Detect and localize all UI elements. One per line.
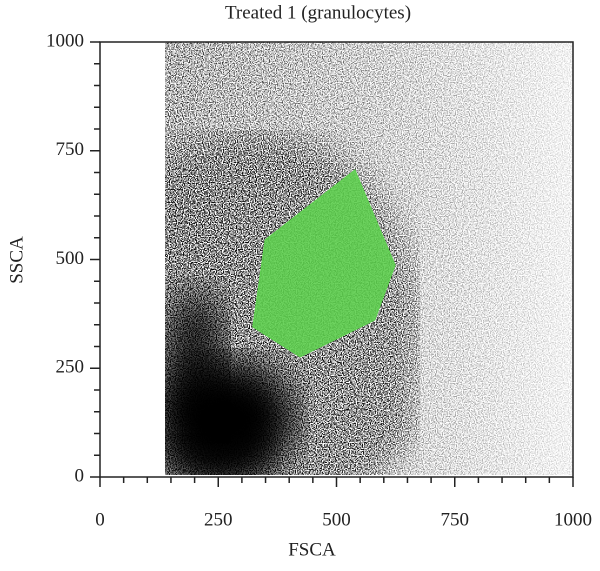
x-tick-label: 500 (322, 509, 351, 530)
chart-title: Treated 1 (granulocytes) (225, 2, 411, 23)
x-tick-label: 250 (204, 509, 233, 530)
gate (252, 169, 396, 358)
y-tick-label: 1000 (46, 30, 84, 51)
y-tick-label: 500 (56, 248, 85, 269)
y-tick-label: 250 (56, 357, 85, 378)
y-tick-label: 750 (56, 139, 85, 160)
x-tick-label: 0 (95, 509, 105, 530)
x-axis-label: FSCA (288, 539, 336, 560)
y-axis-label: SSCA (6, 236, 27, 284)
x-tick-label: 1000 (554, 509, 592, 530)
x-tick-label: 750 (441, 509, 470, 530)
y-tick-label: 0 (75, 465, 85, 486)
